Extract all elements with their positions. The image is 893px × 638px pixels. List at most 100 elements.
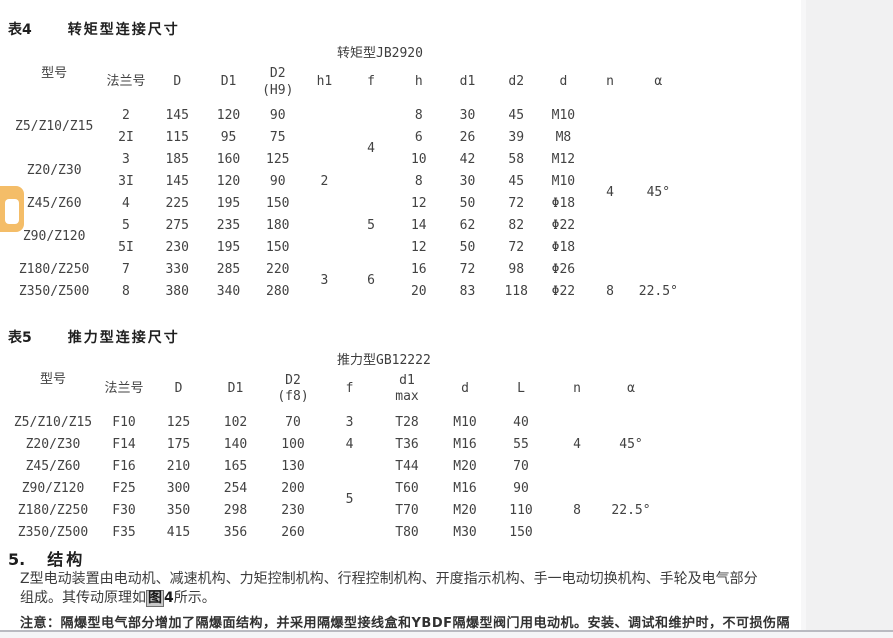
table-cell: 195 [216,239,241,255]
table-cell: 4 [345,436,354,452]
table-cell: 22.5° [638,283,678,299]
page-bottom-pad [0,632,893,638]
section-body-line2: 组成。其传动原理如图 4所示。 [20,587,216,607]
table-cell: Z5/Z10/Z15 [15,118,94,134]
table-cell: 10 [410,151,427,167]
table-cell: F14 [112,436,136,452]
table-cell: 340 [216,283,241,299]
table-row: Z350/Z500 F35 415 356 260 T80 M30 150 [8,522,657,544]
table-cell: 100 [281,436,305,452]
table-cell: 225 [165,195,189,211]
table-cell: 115 [165,129,189,145]
table-cell: 90 [269,173,286,189]
table-cell: 8 [122,283,130,299]
column-header: f [367,74,375,90]
column-header: n [573,380,581,396]
table-cell: F25 [112,480,136,496]
section-number: 5. [8,550,26,569]
column-header: D [174,380,183,396]
table-cell: 83 [459,283,476,299]
table-cell: 4 [122,195,130,211]
table-row: Z45/Z60 F16 210 165 130 5 T44 M20 70 [8,456,657,507]
column-header: d1 max [395,372,419,404]
table-cell: 195 [216,195,241,211]
table-cell: 2I [118,129,134,145]
section-heading: 5. 结构 [8,546,85,570]
section-title: 结构 [47,550,86,569]
table-row: Z180/Z250 7 330 285 220 3 6 16 72 98 Φ26 [8,259,683,288]
table-cell: 125 [166,414,191,430]
table-cell: 8 [606,283,614,299]
table-cell: 165 [223,458,248,474]
table-cell: 150 [266,195,290,211]
table-cell: 45 [508,173,525,189]
table-row: Z90/Z120 5 275 235 180 14 62 82 Φ22 [8,215,683,244]
column-header: 型号 [41,66,68,81]
table-row: Z350/Z500 8 380 340 280 20 83 118 Φ22 8 22.5° [8,281,683,303]
table-cell: 70 [285,414,301,430]
table-cell: 180 [266,217,290,233]
table-cell: 40 [513,414,529,430]
table-cell: 8 [414,107,423,123]
table-cell: 75 [269,129,286,145]
table-row: Z20/Z30 F14 175 140 100 4 T36 M16 55 [8,434,657,456]
table-cell: 380 [165,283,189,299]
table-cell: 2 [320,173,329,189]
table-cell: 415 [166,524,191,540]
column-header: d [461,380,469,396]
table-cell: M10 [551,173,576,189]
table-cell: 12 [410,239,427,255]
table-cell: 39 [508,129,525,145]
table-row: Z180/Z250 F30 350 298 230 T70 M20 110 [8,500,657,522]
floating-tool-icon[interactable] [0,186,24,232]
column-header: d1 [459,74,476,90]
table-cell: 175 [166,436,191,452]
table-cell: 90 [269,107,286,123]
column-header: D2 (f8) [277,372,309,404]
figure-4-link[interactable]: 图 [146,590,164,607]
table-cell: 26 [459,129,476,145]
table-cell: 20 [410,283,427,299]
column-header: D1 [220,74,237,90]
table-cell: M20 [453,458,477,474]
table-cell: 285 [216,261,241,277]
table-cell: Z45/Z60 [26,195,82,211]
table-cell: M10 [551,107,576,123]
table-cell: 82 [508,217,525,233]
table-cell: 62 [459,217,476,233]
table-cell: 22.5° [611,502,651,518]
table-cell: F35 [112,524,136,540]
table-cell: 120 [216,173,241,189]
table-cell: 6 [414,129,423,145]
floating-tool-icon-inner [5,199,19,224]
table-row: 5I 230 195 150 12 50 72 Φ18 [8,237,683,259]
table-cell: 330 [165,261,189,277]
table-cell: T80 [395,524,419,540]
table-cell: 3 [122,151,130,167]
table-cell: 30 [459,173,476,189]
table-cell: 150 [509,524,533,540]
table-cell: Φ22 [551,217,576,233]
table4-standard-label: 转矩型JB2920 [337,46,423,61]
column-header: d [559,74,568,90]
table-cell: 185 [165,151,189,167]
table-row: Z90/Z120 F25 300 254 200 T60 M16 90 8 22.5° [8,478,657,518]
table-cell: 12 [410,195,427,211]
table-cell: Φ18 [551,239,576,255]
table-cell: 7 [122,261,130,277]
table-cell: M16 [453,480,477,496]
table-cell: 6 [367,272,375,288]
table-cell: 210 [166,458,191,474]
table-cell: 50 [459,195,476,211]
table-cell: 120 [216,107,241,123]
table-cell: 4 [606,184,614,200]
table-cell: Z5/Z10/Z15 [13,414,93,430]
scrollbar-track[interactable] [801,0,806,638]
table-cell: Z350/Z500 [18,283,90,299]
table-cell: 8 [414,173,423,189]
table-cell: Z20/Z30 [25,436,81,452]
table-cell: T70 [395,502,419,518]
table5-caption-title: 推力型连接尺寸 [67,330,180,346]
table-cell: 5 [367,217,375,233]
